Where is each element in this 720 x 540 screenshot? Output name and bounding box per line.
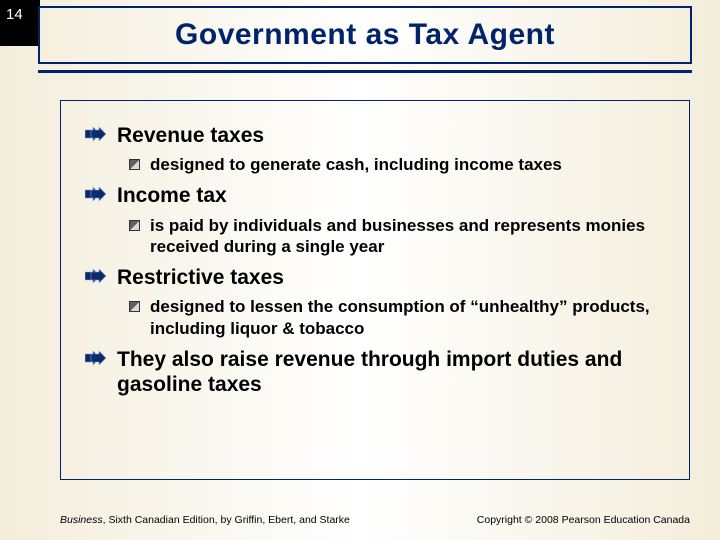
page-number-box: 14 [0, 0, 40, 46]
bullet-text: Revenue taxes [117, 123, 264, 148]
double-arrow-icon [85, 127, 107, 146]
bullet-level1: They also raise revenue through import d… [85, 347, 665, 397]
double-arrow-icon [85, 269, 107, 288]
bullet-text: Income tax [117, 183, 227, 208]
square-bullet-icon [129, 220, 140, 231]
bullet-text: They also raise revenue through import d… [117, 347, 665, 397]
slide-title: Government as Tax Agent [175, 18, 555, 52]
content-box: Revenue taxes designed to generate cash, … [60, 100, 690, 480]
subbullet-text: designed to generate cash, including inc… [150, 154, 562, 175]
bullet-text: Restrictive taxes [117, 265, 284, 290]
bullet-level2: designed to lessen the consumption of “u… [129, 296, 665, 339]
subbullet-text: designed to lessen the consumption of “u… [150, 296, 665, 339]
header: 14 Government as Tax Agent [0, 0, 720, 72]
bullet-level1: Income tax [85, 183, 665, 208]
bullet-level2: is paid by individuals and businesses an… [129, 215, 665, 258]
bullet-level1: Revenue taxes [85, 123, 665, 148]
title-box: Government as Tax Agent [38, 6, 692, 64]
footer-left-rest: , Sixth Canadian Edition, by Griffin, Eb… [103, 514, 350, 526]
double-arrow-icon [85, 351, 107, 370]
bullet-level2: designed to generate cash, including inc… [129, 154, 665, 175]
subbullet-text: is paid by individuals and businesses an… [150, 215, 665, 258]
footer-left-italic: Business [60, 514, 103, 526]
square-bullet-icon [129, 159, 140, 170]
footer: Business, Sixth Canadian Edition, by Gri… [60, 514, 690, 526]
title-underline [38, 70, 692, 73]
square-bullet-icon [129, 301, 140, 312]
double-arrow-icon [85, 187, 107, 206]
bullet-level1: Restrictive taxes [85, 265, 665, 290]
slide: 14 Government as Tax Agent Revenue taxes… [0, 0, 720, 540]
footer-left: Business, Sixth Canadian Edition, by Gri… [60, 514, 350, 526]
page-number: 14 [6, 6, 23, 23]
footer-right: Copyright © 2008 Pearson Education Canad… [477, 514, 690, 526]
